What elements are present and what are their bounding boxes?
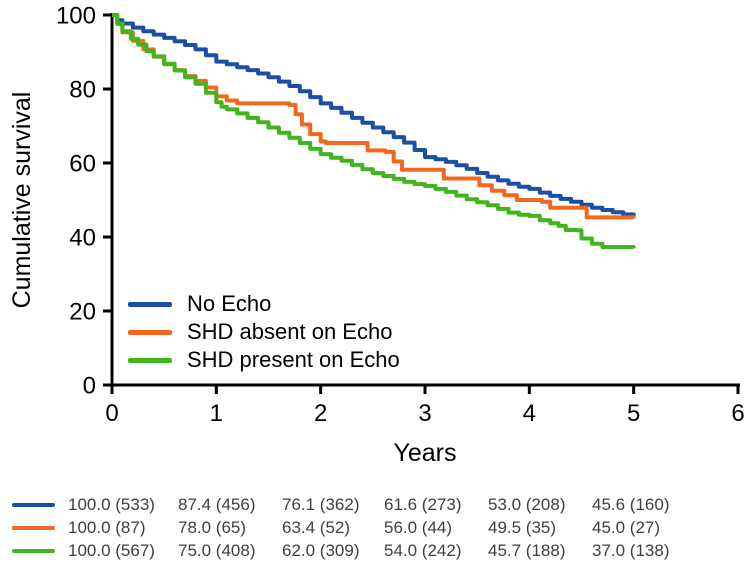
x-tick-label: 6 bbox=[731, 400, 744, 427]
risk-cell: 62.0 (309) bbox=[282, 540, 360, 560]
y-tick-label: 0 bbox=[83, 373, 96, 400]
row-line-swatch bbox=[12, 502, 55, 507]
legend-label: SHD absent on Echo bbox=[187, 319, 393, 344]
legend: No Echo SHD absent on Echo SHD present o… bbox=[128, 290, 400, 374]
row-swatch-box bbox=[0, 548, 68, 553]
risk-cell: 61.6 (273) bbox=[384, 494, 462, 514]
y-tick-label: 60 bbox=[69, 151, 96, 178]
risk-cell: 63.4 (52) bbox=[282, 517, 351, 537]
table-row: 100.0 (87) 78.0 (65) 63.4 (52) 56.0 (44)… bbox=[0, 516, 750, 539]
risk-cell: 78.0 (65) bbox=[178, 517, 247, 537]
legend-line-swatch bbox=[128, 301, 172, 307]
x-axis-title: Years bbox=[393, 439, 456, 467]
x-axis-ticks: 0 1 2 3 4 5 6 bbox=[105, 385, 745, 427]
risk-cell: 76.1 (362) bbox=[282, 494, 360, 514]
legend-item-shd-present: SHD present on Echo bbox=[128, 346, 400, 374]
x-tick-label: 5 bbox=[627, 400, 640, 427]
legend-label: No Echo bbox=[187, 291, 272, 316]
row-swatch-box bbox=[0, 502, 68, 507]
risk-cell: 75.0 (408) bbox=[178, 540, 256, 560]
y-tick-label: 80 bbox=[69, 77, 96, 104]
risk-cell: 45.6 (160) bbox=[592, 494, 670, 514]
risk-cell: 100.0 (533) bbox=[68, 494, 155, 514]
table-row: 100.0 (567) 75.0 (408) 62.0 (309) 54.0 (… bbox=[0, 539, 750, 562]
x-tick-label: 3 bbox=[418, 400, 431, 427]
risk-cell: 100.0 (87) bbox=[68, 517, 146, 537]
survival-curve-2 bbox=[112, 13, 636, 249]
y-tick-label: 40 bbox=[69, 225, 96, 252]
risk-cell: 56.0 (44) bbox=[384, 517, 453, 537]
x-tick-label: 1 bbox=[210, 400, 223, 427]
y-tick-label: 100 bbox=[56, 3, 96, 30]
x-tick-label: 2 bbox=[314, 400, 327, 427]
y-axis-title: Cumulative survival bbox=[8, 92, 36, 309]
y-tick-label: 20 bbox=[69, 299, 96, 326]
risk-table: 100.0 (533) 87.4 (456) 76.1 (362) 61.6 (… bbox=[0, 493, 750, 562]
legend-line-swatch bbox=[128, 357, 172, 363]
row-swatch-box bbox=[0, 525, 68, 530]
risk-cell: 49.5 (35) bbox=[488, 517, 557, 537]
risk-cell: 54.0 (242) bbox=[384, 540, 462, 560]
legend-line-swatch bbox=[128, 329, 172, 335]
legend-item-no-echo: No Echo bbox=[128, 290, 400, 318]
risk-cell: 87.4 (456) bbox=[178, 494, 256, 514]
survival-curves bbox=[112, 13, 636, 249]
risk-cell: 53.0 (208) bbox=[488, 494, 566, 514]
legend-label: SHD present on Echo bbox=[187, 347, 400, 372]
legend-item-shd-absent: SHD absent on Echo bbox=[128, 318, 400, 346]
row-line-swatch bbox=[12, 548, 55, 553]
risk-cell: 45.7 (188) bbox=[488, 540, 566, 560]
survival-curve-0 bbox=[112, 13, 636, 217]
y-axis-ticks: 0 20 40 60 80 100 bbox=[56, 3, 112, 400]
survival-plot: 0 20 40 60 80 100 0 1 2 3 4 5 6 Cumulative survival… bbox=[8, 3, 745, 468]
risk-cell: 37.0 (138) bbox=[592, 540, 670, 560]
row-line-swatch bbox=[12, 525, 55, 530]
x-tick-label: 0 bbox=[105, 400, 118, 427]
risk-cell: 45.0 (27) bbox=[592, 517, 661, 537]
table-row: 100.0 (533) 87.4 (456) 76.1 (362) 61.6 (… bbox=[0, 493, 750, 516]
x-tick-label: 4 bbox=[523, 400, 536, 427]
risk-cell: 100.0 (567) bbox=[68, 540, 155, 560]
